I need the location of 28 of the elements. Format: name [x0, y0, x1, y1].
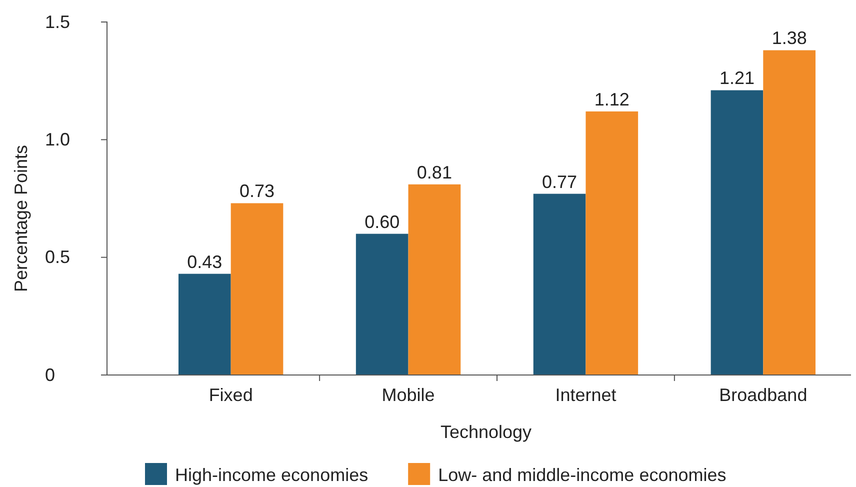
legend-label: High-income economies: [175, 465, 368, 485]
bar: [178, 274, 231, 375]
bar: [710, 90, 764, 375]
bar: [408, 184, 461, 375]
data-label: 0.43: [187, 252, 222, 272]
bar: [586, 111, 638, 375]
y-tick-label: 1.5: [45, 12, 70, 32]
data-label: 0.60: [364, 212, 400, 232]
bar: [763, 50, 816, 375]
y-tick-label: 1.0: [45, 129, 70, 150]
y-axis-title: Percentage Points: [11, 144, 31, 292]
x-tick-label: Internet: [555, 385, 616, 405]
x-tick-label: Fixed: [208, 385, 253, 405]
y-tick-label: 0.5: [45, 247, 70, 268]
x-tick-label: Mobile: [382, 385, 435, 405]
x-axis-title: Technology: [440, 422, 532, 442]
data-label: 1.38: [772, 28, 807, 48]
data-label: 0.73: [239, 181, 275, 202]
data-label: 0.77: [542, 172, 578, 192]
x-tick-label: Broadband: [719, 385, 808, 405]
bar: [533, 194, 586, 375]
bar: [230, 203, 284, 375]
data-label: 1.21: [719, 68, 755, 88]
data-label: 0.81: [416, 162, 452, 182]
legend-label: Low- and middle-income economies: [438, 465, 726, 485]
data-label: 1.12: [594, 89, 630, 110]
y-tick-label: 0: [45, 364, 56, 385]
bar: [356, 234, 408, 375]
